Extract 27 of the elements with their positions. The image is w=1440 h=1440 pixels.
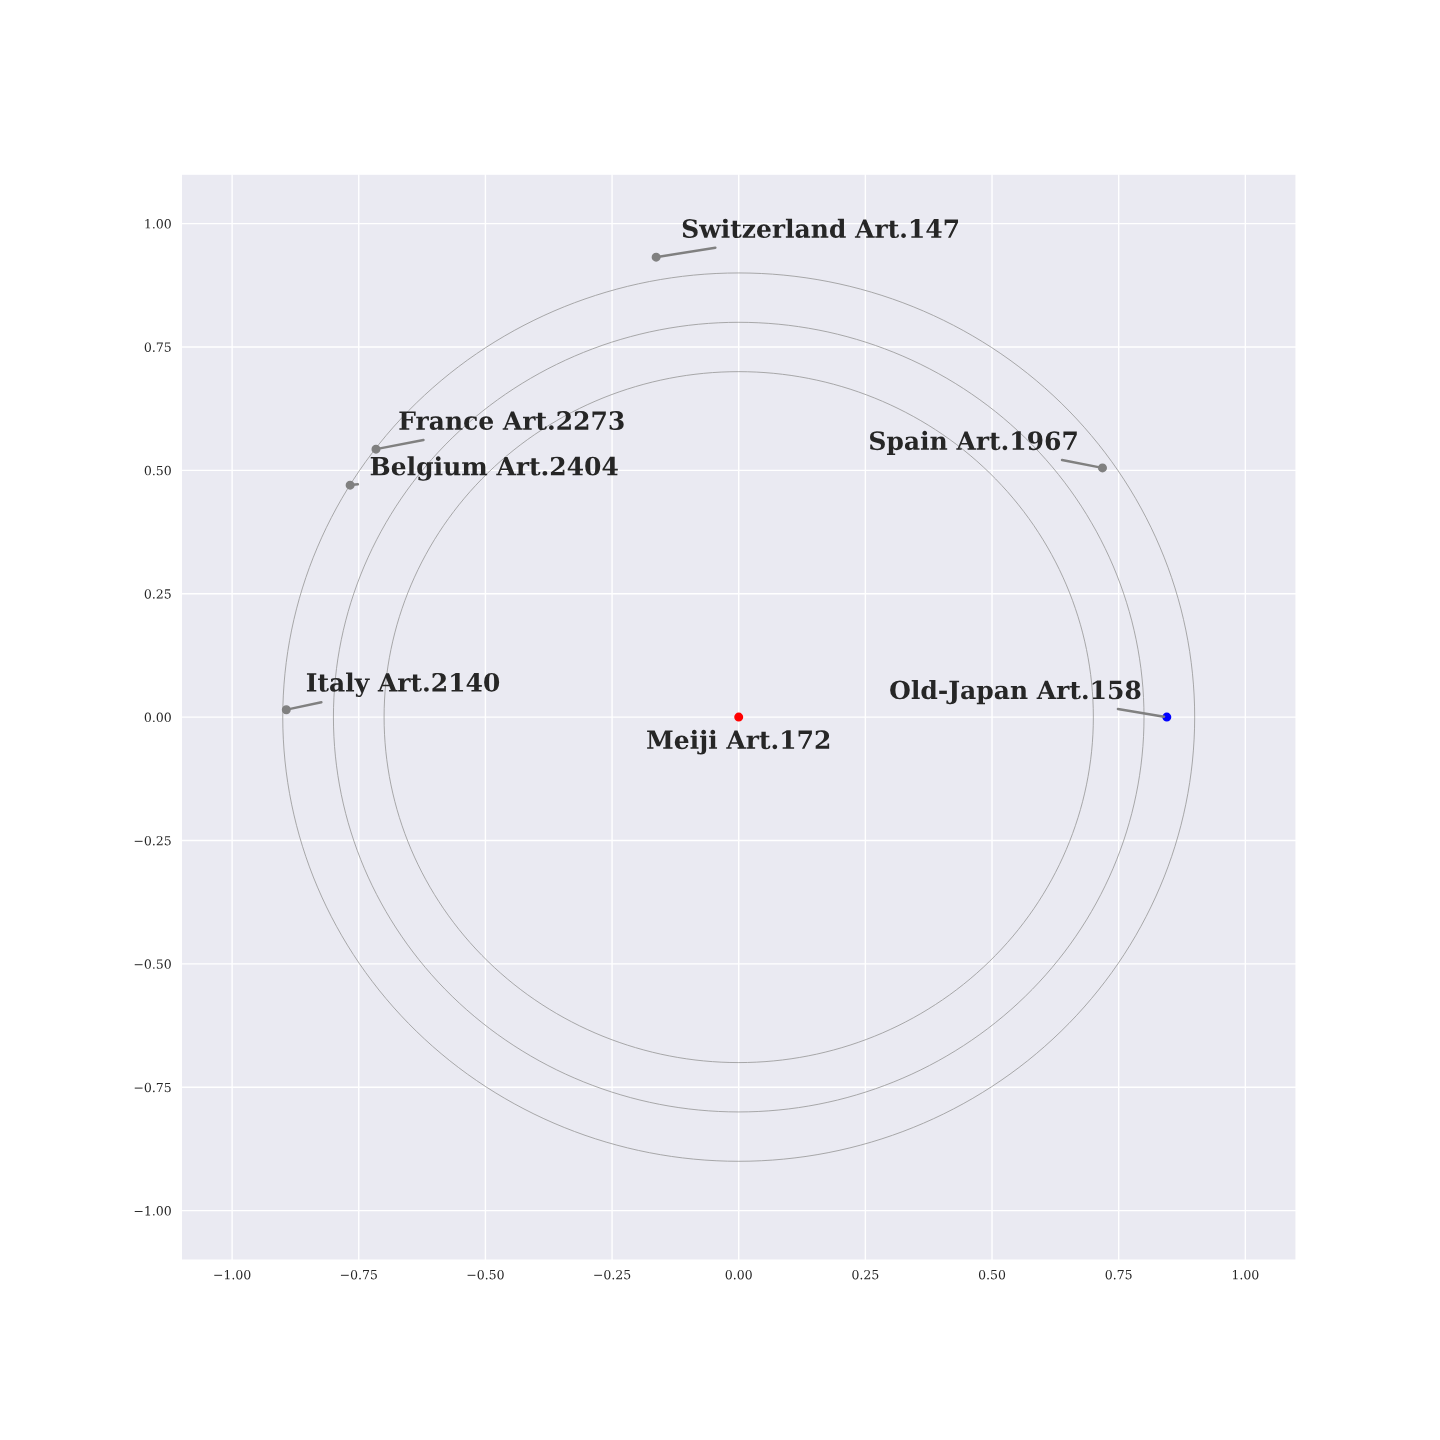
series-label: Italy Art.2140 [306,672,500,697]
y-tick-label: 0.00 [144,712,171,723]
y-tick-label: −0.50 [134,959,171,969]
series-label: Spain Art.1967 [870,430,1077,455]
y-tick-label: −1.00 [134,1206,171,1216]
series-label: Meiji Art.172 [647,729,830,755]
x-tick-label: −0.25 [594,1269,631,1280]
y-tick-label: 0.75 [144,342,171,352]
series-label: Switzerland Art.147 [682,218,959,239]
series-label: Old-Japan Art.158 [890,680,1141,705]
y-tick-label: −0.25 [134,835,171,846]
x-tick-label: 0.50 [978,1269,1006,1280]
y-tick-label: 0.25 [144,589,171,599]
x-tick-label: 0.25 [852,1269,879,1280]
y-tick-label: 1.00 [145,219,171,229]
point [281,705,291,715]
x-tick-label: −1.00 [214,1269,251,1280]
x-tick-label: 0.75 [1105,1269,1132,1280]
y-tick-label: −0.75 [134,1082,171,1093]
x-tick-label: 0.00 [725,1269,752,1280]
point [345,480,355,490]
legend-label: Belgium Art.2404 [370,456,618,481]
series-label: France Art.2273 [399,411,624,430]
x-tick-label: −0.75 [340,1269,377,1280]
x-tick-label: 1.00 [1232,1269,1259,1280]
y-tick-label: 0.50 [144,465,171,476]
x-tick-label: −0.50 [467,1269,504,1280]
